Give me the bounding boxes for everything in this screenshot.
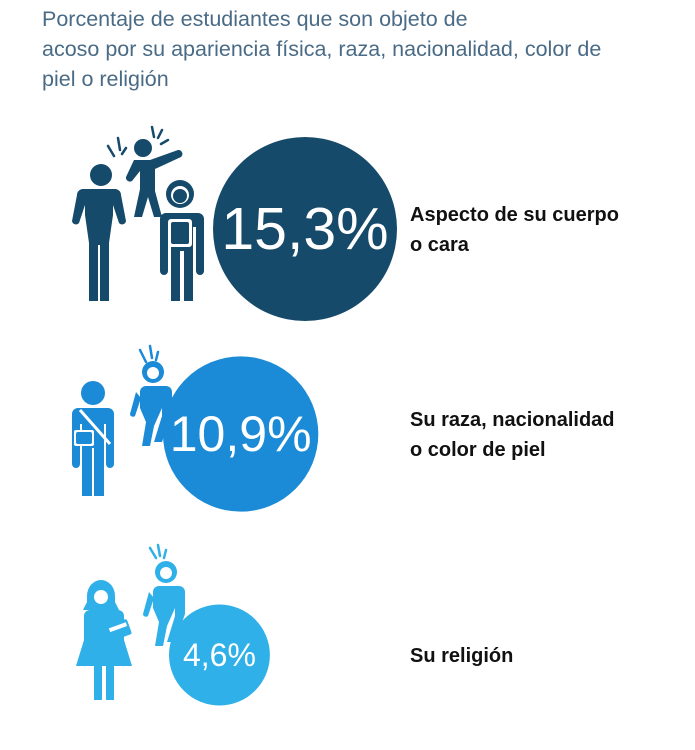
bubble-value-label-2: 10,9%: [170, 406, 312, 462]
chart-title-line-2: acoso por su apariencia física, raza, na…: [42, 37, 602, 61]
category-label-1: Aspecto de su cuerpo o cara: [410, 204, 619, 256]
category-label-1-line-2: o cara: [410, 234, 470, 256]
bubble-2: [163, 356, 319, 512]
bubble-value-label-3: 4,6%: [183, 637, 256, 673]
bubbles-layer: 15,3% 10,9% 4,6%: [163, 137, 397, 706]
category-label-3: Su religión: [410, 645, 513, 667]
bubble-1: [213, 137, 397, 321]
bullied-student-group-icon: [72, 125, 204, 301]
category-label-2-line-2: o color de piel: [410, 439, 546, 461]
bullied-student-pair-icon: [72, 344, 172, 496]
chart-title-line-1: Porcentaje de estudiantes que son objeto…: [42, 7, 468, 31]
bullied-student-hijab-icon: [76, 543, 185, 700]
chart-title-line-3: piel o religión: [42, 67, 169, 91]
category-label-2-line-1: Su raza, nacionalidad: [410, 409, 615, 431]
bubble-3: [169, 604, 270, 706]
category-label-1-line-1: Aspecto de su cuerpo: [410, 204, 619, 226]
category-label-3-line-1: Su religión: [410, 645, 513, 667]
bubble-value-label-1: 15,3%: [221, 196, 388, 262]
chart-title: Porcentaje de estudiantes que son objeto…: [42, 4, 662, 94]
category-labels-layer: Aspecto de su cuerpo o cara Su raza, nacio…: [410, 204, 619, 667]
category-label-2: Su raza, nacionalidad o color de piel: [410, 409, 615, 461]
